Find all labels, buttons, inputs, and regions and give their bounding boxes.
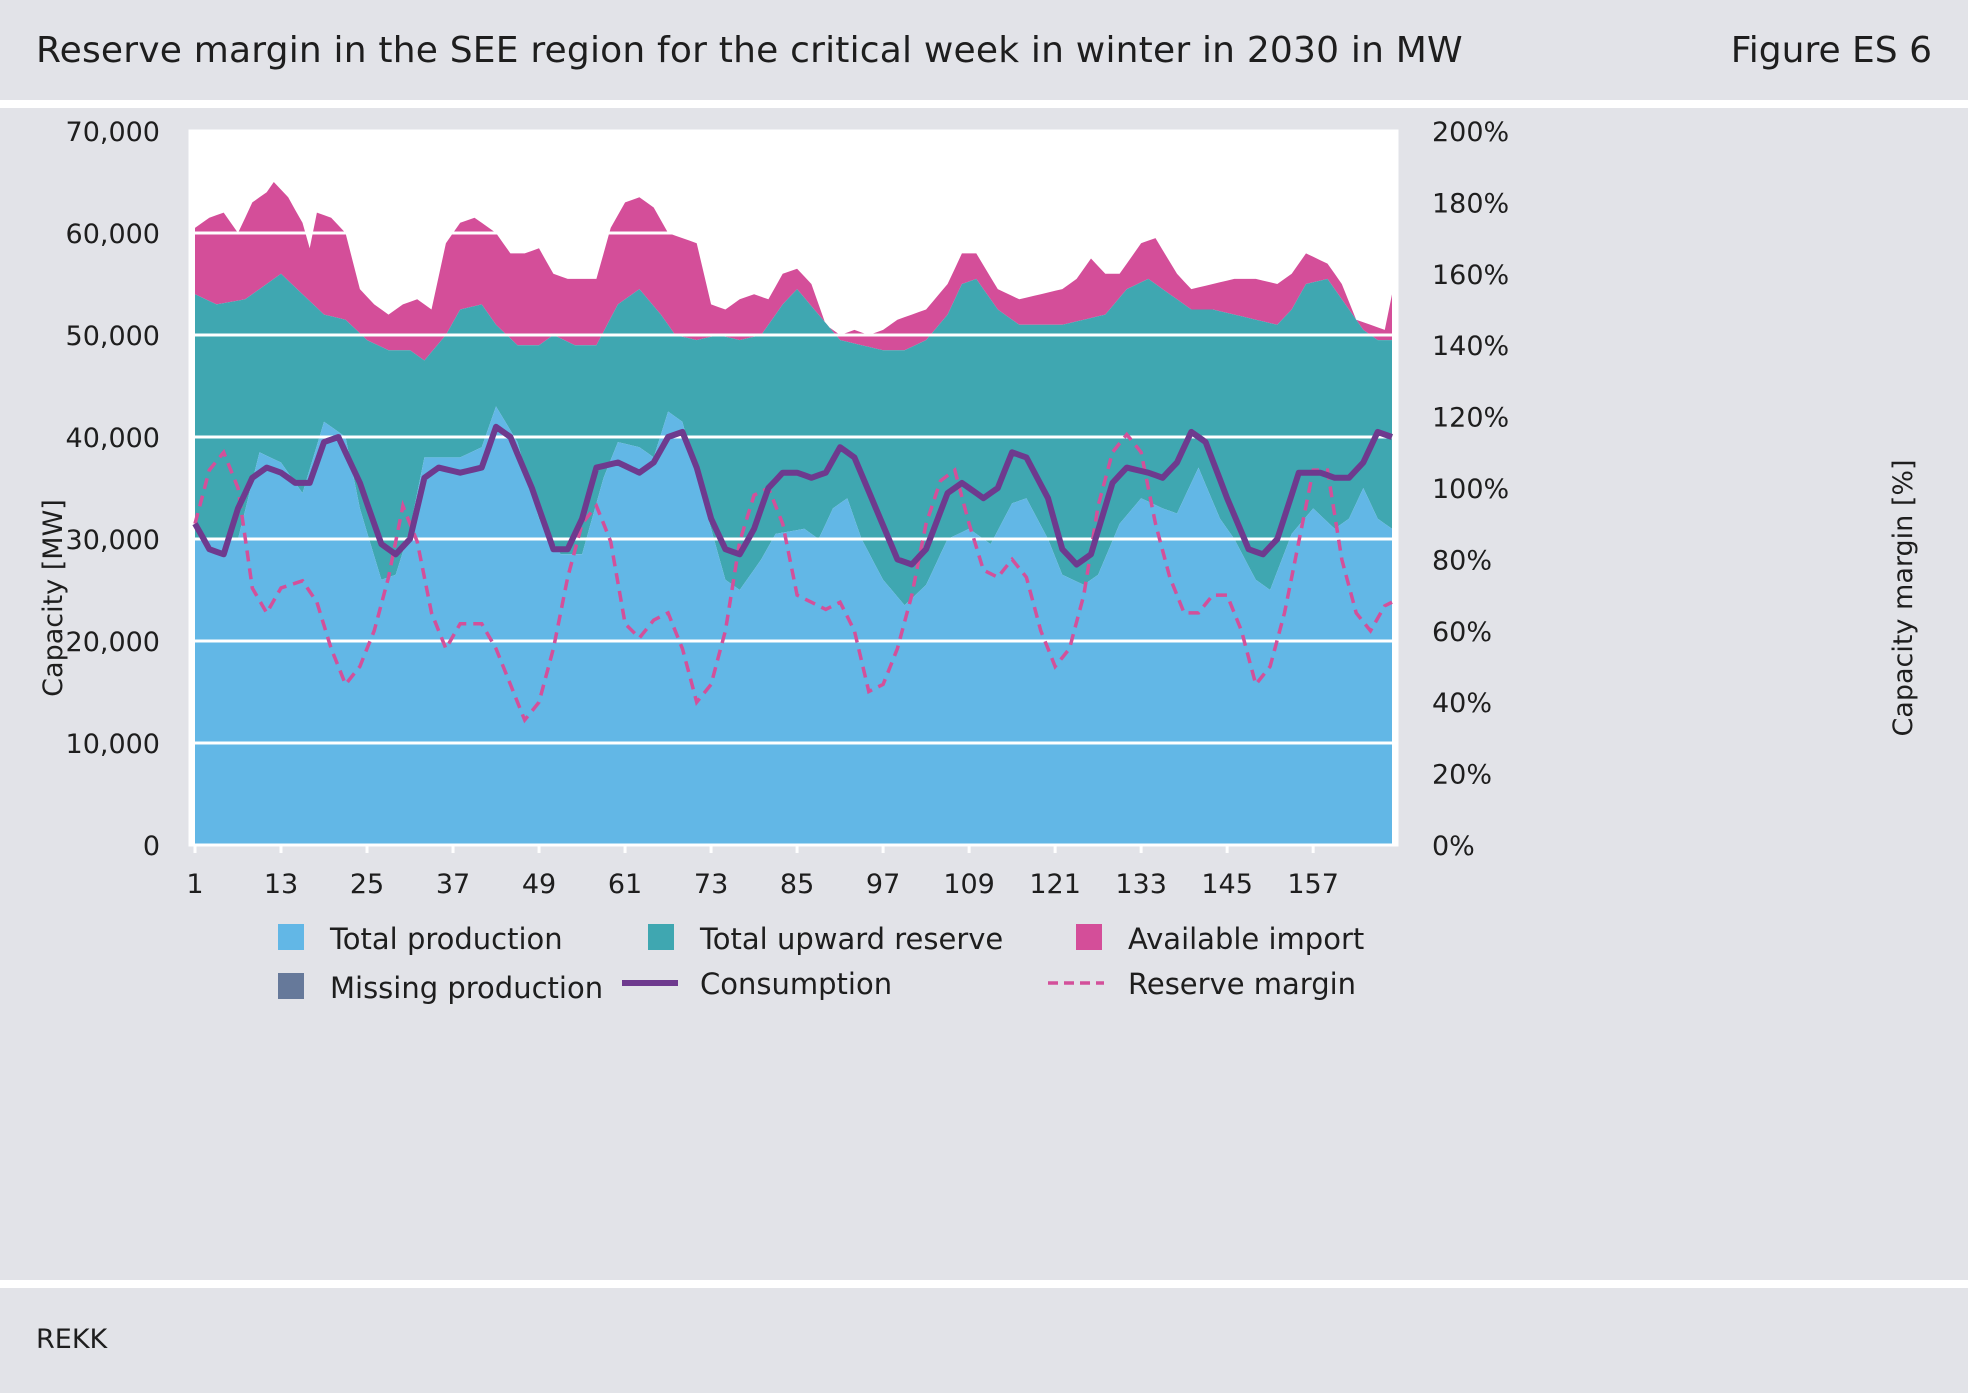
axes-layer: 0 10,000 20,000 30,000 40,000 50,000 60,000 70,… [66,117,1510,900]
y2-tick-label: 20% [1432,760,1492,791]
legend-swatch [278,924,304,950]
figure-number: Figure ES 6 [1730,30,1932,71]
y2-tick-label: 200% [1432,117,1509,148]
legend-label: Available import [1128,922,1364,956]
legend-swatch [648,924,674,950]
series-total-upward-reserve [195,273,1392,606]
x-tick-label: 1 [186,869,203,900]
x-tick-label: 37 [436,869,470,900]
x-tick-label: 49 [522,869,556,900]
y-tick-label: 70,000 [66,117,160,148]
x-tick-label: 73 [694,869,728,900]
source-label: REKK [36,1324,108,1355]
figure-header: Reserve margin in the SEE region for the… [0,0,1968,100]
y2-tick-label: 100% [1432,474,1509,505]
legend-label: Consumption [700,967,892,1001]
x-tick-label: 157 [1287,869,1339,900]
y2-tick-label: 40% [1432,688,1492,719]
series-total-production [195,406,1392,845]
x-tick-label: 121 [1029,869,1081,900]
legend-label: Total upward reserve [699,922,1003,956]
legend-swatch [278,973,304,999]
legend-item-reserve-margin: Reserve margin [1048,967,1356,1001]
legend-label: Reserve margin [1128,967,1356,1001]
y2-tick-label: 120% [1432,403,1509,434]
legend-item-available-import: Available import [1076,922,1364,956]
legend-item-missing-production: Missing production [278,971,603,1005]
x-tick-label: 145 [1201,869,1253,900]
x-tick-label: 25 [350,869,384,900]
legend-item-total-upward-reserve: Total upward reserve [648,922,1003,956]
x-tick-label: 133 [1115,869,1167,900]
chart-panel: 0 10,000 20,000 30,000 40,000 50,000 60,000 70,… [0,108,1968,1280]
chart-svg: 0 10,000 20,000 30,000 40,000 50,000 60,000 70,… [38,117,1919,1005]
x-tick-label: 97 [866,869,900,900]
y-tick-label: 40,000 [66,423,160,454]
y2-tick-label: 140% [1432,331,1509,362]
x-tick-label: 13 [264,869,298,900]
x-tick-label: 61 [608,869,642,900]
legend-item-consumption: Consumption [622,967,892,1001]
y2-axis-title: Capacity margin [%] [1888,459,1919,736]
series-reserve-margin [193,431,1393,724]
plot-frame [188,129,1399,847]
y-tick-label: 10,000 [66,729,160,760]
legend-label: Missing production [330,971,603,1005]
legend-item-total-production: Total production [278,922,563,956]
y-tick-label: 30,000 [66,525,160,556]
y-tick-label: 60,000 [66,219,160,250]
chart-title: Reserve margin in the SEE region for the… [36,30,1463,71]
line-layer [192,423,1393,724]
y2-tick-label: 60% [1432,617,1492,648]
y-tick-label: 50,000 [66,321,160,352]
area-layer [190,131,1397,845]
series-available-import [195,182,1392,361]
x-tick-label: 85 [780,869,814,900]
y-tick-label: 0 [143,831,160,862]
legend-label: Total production [329,922,563,956]
legend: Total production Total upward reserve Avai… [278,922,1364,1005]
x-tick-label: 109 [943,869,995,900]
y2-tick-label: 180% [1432,188,1509,219]
series-consumption [192,423,1393,568]
y2-tick-label: 160% [1432,260,1509,291]
figure-footer: REKK [0,1288,1968,1393]
y-axis-title: Capacity [MW] [38,499,69,697]
y2-tick-label: 80% [1432,545,1492,576]
y-tick-label: 20,000 [66,627,160,658]
legend-swatch [1076,924,1102,950]
y2-tick-label: 0% [1432,831,1475,862]
